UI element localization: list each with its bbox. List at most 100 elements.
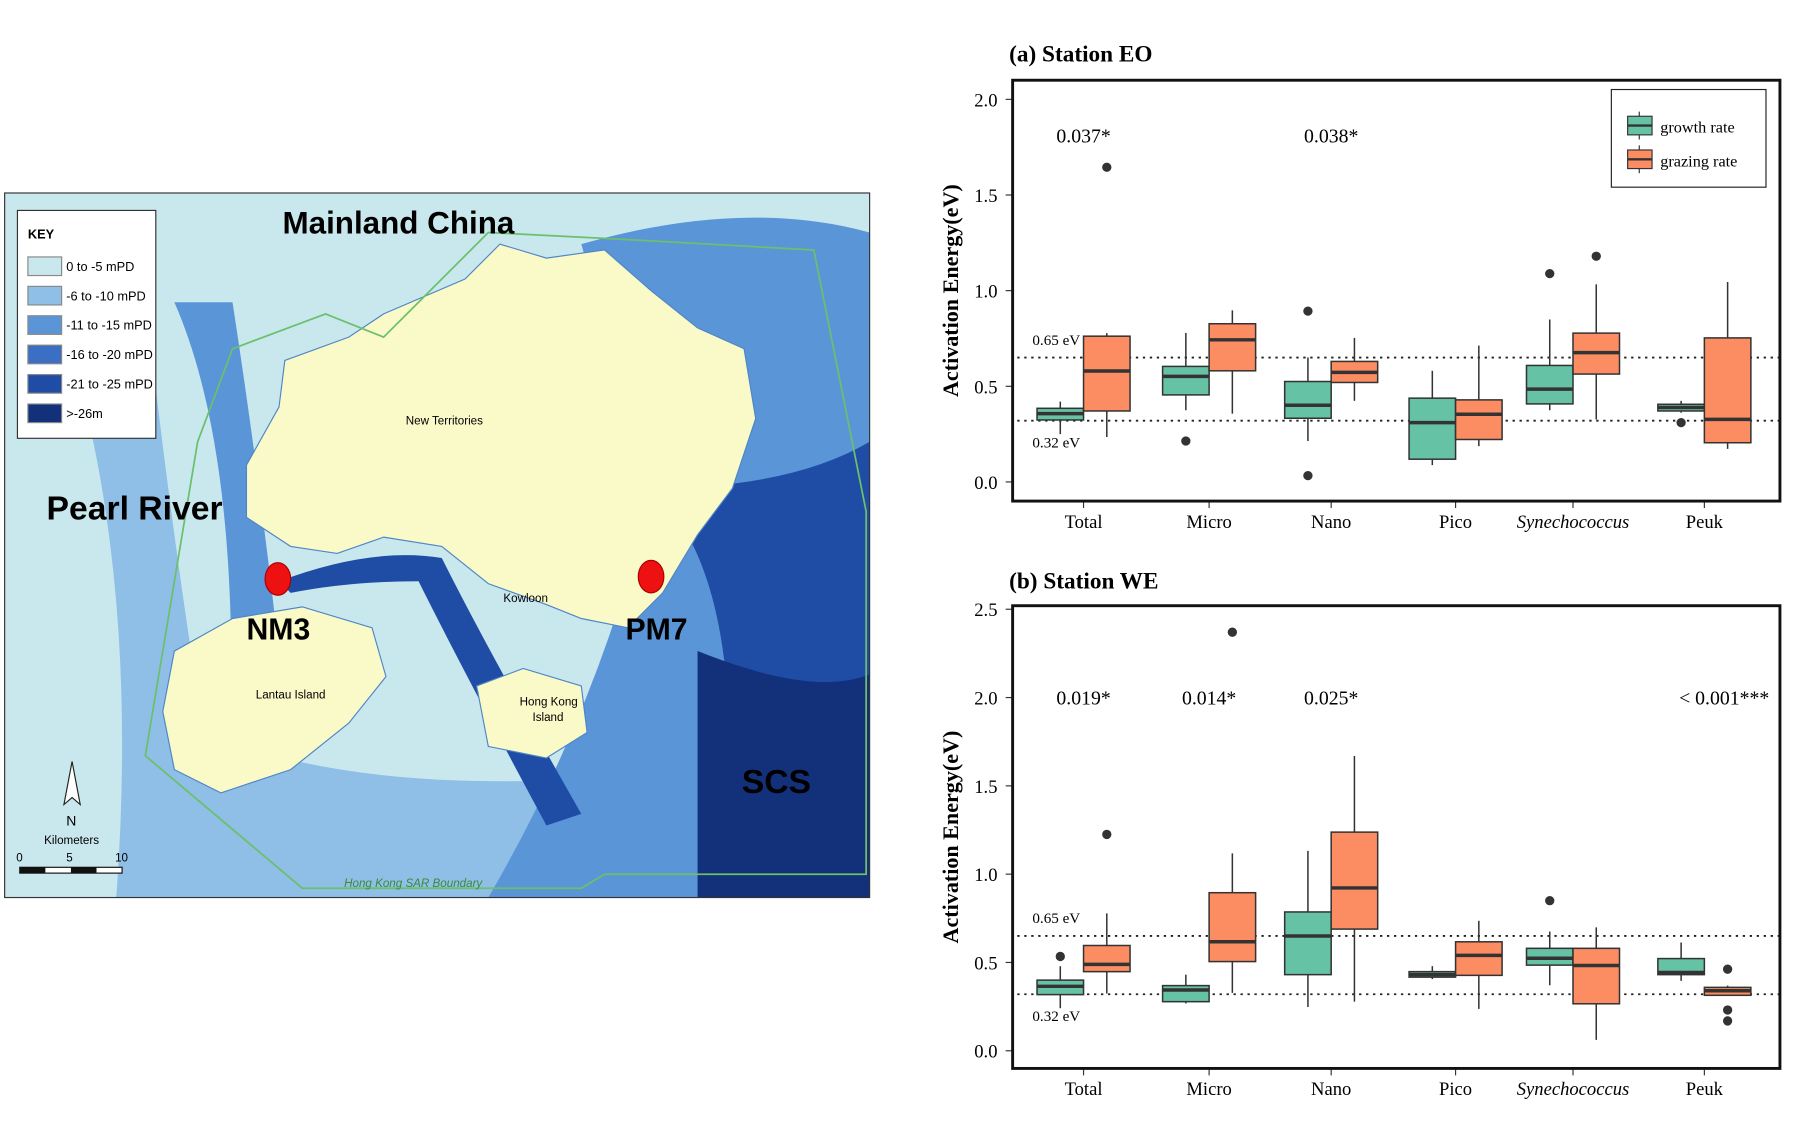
key-swatch	[27, 374, 63, 394]
y-tick-label: 2.0	[974, 90, 997, 111]
significance-annotation: 0.025*	[1304, 688, 1358, 710]
box	[1572, 947, 1621, 1005]
y-tick-label: 2.5	[974, 600, 997, 621]
y-axis-label: Activation Energy(eV)	[938, 184, 963, 397]
boxplot-growth-peuk	[1657, 400, 1706, 428]
boxplot-grazing-nano	[1330, 337, 1379, 401]
boxplot-grazing-nano	[1330, 756, 1379, 1002]
outlier-point	[1227, 627, 1238, 637]
label-pearl-river: Pearl River	[47, 490, 223, 528]
boxplot-growth-total	[1036, 951, 1085, 1009]
boxplot-growth-pico	[1408, 966, 1457, 980]
outlier-point	[1722, 1005, 1733, 1015]
x-tick-label: Pico	[1439, 1079, 1472, 1100]
key-label: -11 to -15 mPD	[66, 318, 152, 333]
north-label: N	[66, 812, 76, 828]
box	[1082, 944, 1131, 973]
significance-annotation: 0.038*	[1304, 126, 1358, 148]
x-tick-label: Nano	[1311, 512, 1351, 533]
boxplot-grazing-peuk	[1703, 964, 1752, 1026]
label-hong-kong: Hong Kong	[520, 696, 578, 709]
chart-title: (a) Station EO	[1009, 42, 1152, 68]
y-tick-label: 0.0	[974, 1042, 997, 1063]
outlier-point	[1181, 436, 1191, 446]
significance-annotation: 0.019*	[1056, 688, 1110, 710]
lantau-island-land	[162, 606, 387, 794]
reference-line-label: 0.32 eV	[1032, 1009, 1080, 1025]
label-lantau-island: Lantau Island	[256, 689, 326, 702]
label-island: Island	[532, 711, 563, 724]
y-tick-label: 0.5	[974, 377, 997, 398]
x-tick-label: Peuk	[1686, 1079, 1724, 1100]
box	[1703, 337, 1752, 444]
x-tick-label: Peuk	[1686, 512, 1724, 533]
legend-label: growth rate	[1660, 119, 1735, 137]
boxplot-growth-nano	[1283, 850, 1332, 1007]
outlier-point	[1676, 417, 1686, 428]
boxplot-growth-nano	[1283, 306, 1332, 481]
boxplot-grazing-synechococcus	[1572, 927, 1621, 1040]
significance-annotation: 0.014*	[1182, 688, 1236, 710]
box	[1161, 984, 1210, 1003]
reference-line-label: 0.65 eV	[1032, 333, 1080, 349]
legend-frame	[1610, 88, 1767, 188]
plot-frame	[1011, 78, 1782, 503]
key-swatch	[27, 344, 63, 365]
x-tick-label: Total	[1065, 512, 1103, 533]
box	[1208, 322, 1257, 372]
y-axis-label: Activation Energy(eV)	[938, 731, 963, 944]
key-label: -21 to -25 mPD	[66, 377, 153, 392]
reference-line-label: 0.65 eV	[1032, 911, 1080, 927]
y-tick-label: 0.0	[974, 473, 997, 494]
y-tick-label: 0.5	[974, 953, 997, 974]
y-tick-label: 1.5	[974, 777, 997, 798]
boxplot-grazing-pico	[1454, 345, 1503, 447]
boxplot-growth-micro	[1161, 332, 1210, 446]
boxplot-growth-synechococcus	[1525, 896, 1574, 986]
scale-title: Kilometers	[44, 834, 99, 847]
label-scs: SCS	[742, 763, 811, 801]
legend-label: grazing rate	[1660, 152, 1737, 170]
key-swatch	[27, 315, 63, 335]
outlier-point	[1591, 251, 1601, 261]
scale-tick-0: 0	[16, 851, 22, 864]
x-tick-label: Nano	[1311, 1079, 1351, 1100]
key-swatch	[27, 285, 63, 306]
key-label: -6 to -10 mPD	[66, 288, 145, 303]
chart-title: (b) Station WE	[1009, 568, 1158, 594]
boxplot-growth-peuk	[1657, 942, 1706, 981]
x-tick-label: Micro	[1186, 512, 1231, 533]
boxplot-grazing-peuk	[1703, 282, 1752, 449]
boxplot-growth-synechococcus	[1525, 268, 1574, 411]
boxplot-grazing-synechococcus	[1572, 251, 1621, 420]
x-tick-label: Pico	[1439, 512, 1472, 533]
boxplot-growth-pico	[1408, 370, 1457, 466]
hong-kong-island-land	[476, 667, 588, 759]
box	[1657, 957, 1706, 976]
scale-tick-5: 5	[66, 851, 72, 864]
box	[1082, 335, 1131, 412]
y-tick-label: 1.0	[974, 282, 997, 303]
box	[1283, 380, 1332, 420]
x-tick-label: Total	[1065, 1079, 1103, 1100]
boxplot-growth-total	[1036, 401, 1085, 435]
outlier-point	[1303, 470, 1313, 481]
sar-boundary-line	[144, 231, 868, 890]
label-mainland-china: Mainland China	[283, 206, 515, 241]
x-tick-label: Micro	[1186, 1079, 1231, 1100]
y-tick-label: 2.0	[974, 689, 997, 710]
box	[1208, 891, 1257, 963]
boxplot-grazing-micro	[1208, 627, 1257, 993]
outlier-point	[1303, 306, 1313, 316]
boxplot-growth-micro	[1161, 974, 1210, 1004]
significance-annotation: < 0.001***	[1679, 688, 1769, 710]
scale-tick-10: 10	[115, 851, 128, 864]
scale-bar	[19, 866, 123, 874]
chart-panel-0: (a) Station EO Activation Energy(eV) 0.0 0.…	[938, 42, 1782, 533]
outlier-point	[1545, 268, 1555, 279]
reference-line-label: 0.32 eV	[1032, 435, 1080, 451]
map-key: KEY 0 to -5 mPD -6 to -10 mPD -11 to -15 m…	[16, 209, 157, 439]
